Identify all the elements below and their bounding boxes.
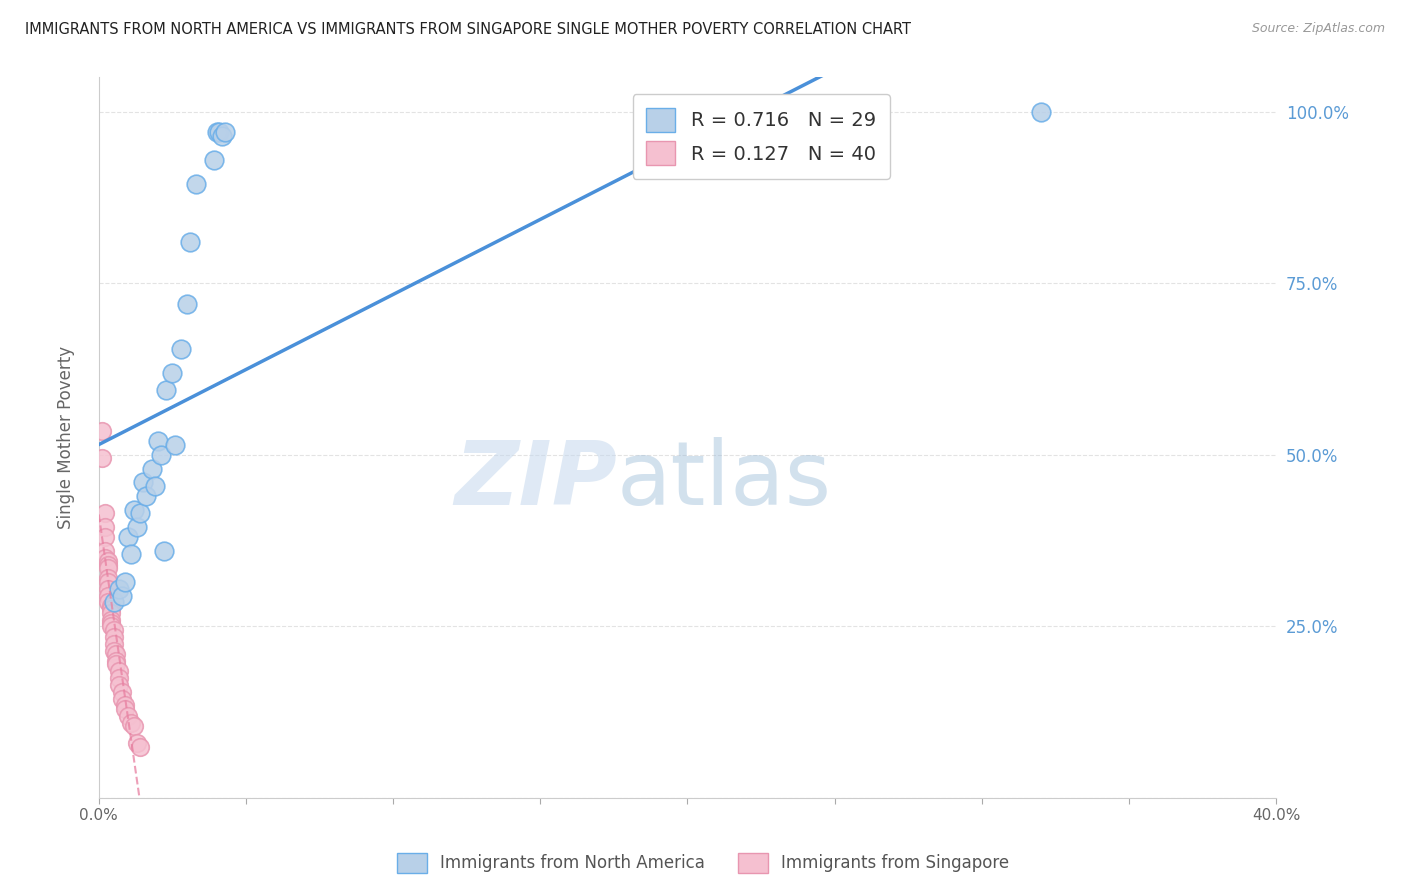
Point xyxy=(100,615,122,630)
Point xyxy=(97,595,120,609)
Point xyxy=(100,602,122,616)
Point xyxy=(129,506,152,520)
Point xyxy=(97,582,120,596)
Point xyxy=(143,479,166,493)
Point xyxy=(176,297,198,311)
Point xyxy=(111,684,134,698)
Point xyxy=(162,366,184,380)
Point xyxy=(146,434,169,449)
Point xyxy=(105,654,128,668)
Point xyxy=(108,582,131,596)
Text: IMMIGRANTS FROM NORTH AMERICA VS IMMIGRANTS FROM SINGAPORE SINGLE MOTHER POVERTY: IMMIGRANTS FROM NORTH AMERICA VS IMMIGRA… xyxy=(25,22,911,37)
Point xyxy=(155,383,177,397)
Point xyxy=(93,506,115,520)
Point xyxy=(111,691,134,706)
Point xyxy=(129,739,152,754)
Y-axis label: Single Mother Poverty: Single Mother Poverty xyxy=(58,346,75,529)
Point xyxy=(97,554,120,568)
Point xyxy=(165,437,187,451)
Point xyxy=(100,613,122,627)
Point xyxy=(114,698,136,713)
Point xyxy=(97,574,120,589)
Point xyxy=(125,520,148,534)
Point xyxy=(202,153,225,167)
Point xyxy=(117,530,139,544)
Point xyxy=(90,424,112,438)
Point xyxy=(120,715,142,730)
Point xyxy=(149,448,172,462)
Point xyxy=(122,503,145,517)
Point xyxy=(100,599,122,613)
Point xyxy=(179,235,201,249)
Legend: Immigrants from North America, Immigrants from Singapore: Immigrants from North America, Immigrant… xyxy=(389,847,1017,880)
Point xyxy=(208,125,231,139)
Point xyxy=(122,719,145,733)
Point xyxy=(105,657,128,672)
Point xyxy=(103,623,125,637)
Point xyxy=(93,544,115,558)
Point xyxy=(170,342,193,356)
Point xyxy=(184,177,207,191)
Point xyxy=(114,574,136,589)
Point xyxy=(211,128,233,143)
Point xyxy=(132,475,155,490)
Legend: R = 0.716   N = 29, R = 0.127   N = 40: R = 0.716 N = 29, R = 0.127 N = 40 xyxy=(633,95,890,178)
Point xyxy=(97,589,120,603)
Point xyxy=(97,561,120,575)
Text: ZIP: ZIP xyxy=(454,437,617,524)
Point xyxy=(114,702,136,716)
Point xyxy=(141,461,163,475)
Point xyxy=(97,571,120,585)
Point xyxy=(108,664,131,678)
Point xyxy=(135,489,157,503)
Point xyxy=(100,606,122,620)
Point xyxy=(214,125,236,139)
Point xyxy=(152,544,174,558)
Point xyxy=(205,125,228,139)
Point xyxy=(111,589,134,603)
Point xyxy=(125,736,148,750)
Point xyxy=(103,630,125,644)
Point xyxy=(103,637,125,651)
Point xyxy=(1029,104,1052,119)
Point xyxy=(103,643,125,657)
Point xyxy=(93,550,115,565)
Point xyxy=(93,530,115,544)
Text: Source: ZipAtlas.com: Source: ZipAtlas.com xyxy=(1251,22,1385,36)
Point xyxy=(93,520,115,534)
Point xyxy=(117,708,139,723)
Point xyxy=(120,548,142,562)
Point xyxy=(100,619,122,633)
Point xyxy=(105,647,128,661)
Point xyxy=(108,678,131,692)
Point xyxy=(90,451,112,466)
Point xyxy=(97,558,120,572)
Point xyxy=(108,671,131,685)
Text: atlas: atlas xyxy=(617,437,832,524)
Point xyxy=(103,595,125,609)
